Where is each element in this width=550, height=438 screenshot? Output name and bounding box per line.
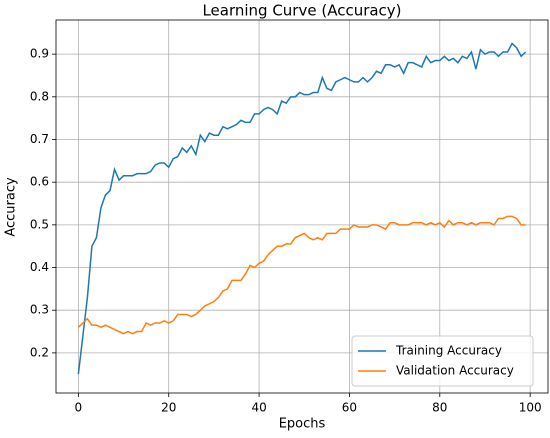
- chart-title: Learning Curve (Accuracy): [202, 2, 401, 20]
- y-tick-label: 0.9: [30, 47, 49, 61]
- legend-label: Training Accuracy: [395, 344, 502, 358]
- y-tick-label: 0.3: [30, 303, 49, 317]
- y-tick-label: 0.8: [30, 89, 49, 103]
- y-tick-label: 0.4: [30, 260, 49, 274]
- x-tick-label: 20: [161, 401, 176, 415]
- y-axis-label: Accuracy: [4, 177, 19, 237]
- y-tick-label: 0.2: [30, 345, 49, 359]
- x-tick-label: 60: [342, 401, 357, 415]
- legend-box: [351, 335, 534, 387]
- x-tick-label: 40: [251, 401, 266, 415]
- y-tick-label: 0.6: [30, 175, 49, 189]
- legend-label: Validation Accuracy: [396, 364, 514, 378]
- x-tick-label: 0: [75, 401, 83, 415]
- x-tick-label: 100: [519, 401, 542, 415]
- x-axis-label: Epochs: [279, 417, 326, 432]
- plot-frame: [55, 19, 549, 394]
- y-tick-label: 0.7: [30, 132, 49, 146]
- x-tick-label: 80: [432, 401, 447, 415]
- y-tick-label: 0.5: [30, 217, 49, 231]
- data-line: [77, 215, 526, 335]
- data-line: [77, 42, 527, 375]
